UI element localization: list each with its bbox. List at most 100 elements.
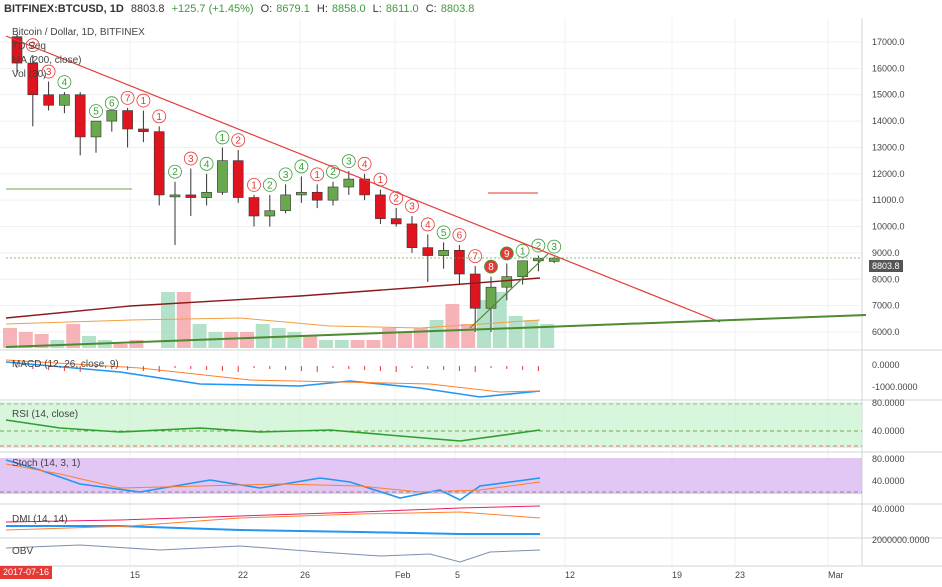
price-change: +125.7 (+1.45%) xyxy=(171,3,254,15)
td-count-label: 2 xyxy=(172,167,178,178)
volume-bar xyxy=(382,328,397,348)
open-value: 8679.1 xyxy=(276,3,310,15)
td-count-marker xyxy=(104,96,119,111)
price-tick-label: 15000.0 xyxy=(872,90,905,100)
candle-body xyxy=(59,94,70,106)
macd-tick-label: -1000.0000 xyxy=(872,382,918,392)
td-count-label: 1 xyxy=(141,96,147,107)
td-count-marker xyxy=(547,239,562,254)
obv-tick-label: 2000000.0000 xyxy=(872,535,930,545)
td-count-marker xyxy=(152,109,167,124)
macd-legend[interactable]: MACD (12, 26, close, 9) xyxy=(12,359,119,370)
td-count-label: 5 xyxy=(93,107,99,118)
crosshair-date-badge: 2017-07-16 xyxy=(0,566,53,579)
time-tick-label: Mar xyxy=(828,570,844,580)
volume-bar xyxy=(334,340,349,348)
dmi-plus-line xyxy=(5,505,541,523)
rsi-legend[interactable]: RSI (14, close) xyxy=(12,409,79,420)
td-seq-legend[interactable]: TD Seq xyxy=(12,41,46,52)
volume-bar xyxy=(524,320,539,348)
close-label: C: xyxy=(425,3,437,15)
stoch-k-line xyxy=(5,459,541,501)
volume-bar xyxy=(350,340,365,348)
candle-body xyxy=(501,276,513,288)
low-value: 8611.0 xyxy=(385,3,419,15)
price-tick-label: 16000.0 xyxy=(872,63,905,73)
ma-200-line xyxy=(5,277,541,319)
volume-bar xyxy=(113,344,128,348)
time-tick-label: 15 xyxy=(130,570,140,580)
candle-body xyxy=(311,191,323,201)
candle-body xyxy=(201,191,212,198)
ma-legend[interactable]: MA (200, close) xyxy=(12,55,82,66)
time-tick-label: 22 xyxy=(238,570,248,580)
time-tick-label: 23 xyxy=(735,570,745,580)
price-tick-label: 11000.0 xyxy=(872,195,904,205)
price-tick-label: 10000.0 xyxy=(872,222,905,232)
td-count-marker xyxy=(484,259,498,274)
td-count-label: 6 xyxy=(457,231,463,242)
price-tick-label: 14000.0 xyxy=(872,116,905,126)
obv-legend[interactable]: OBV xyxy=(12,546,34,557)
td-count-marker xyxy=(41,64,56,79)
time-tick-label: 26 xyxy=(300,570,310,580)
td-count-label: 3 xyxy=(188,154,194,165)
symbol-label[interactable]: BITFINEX:BTCUSD, 1D xyxy=(4,3,124,15)
price-tick-label: 12000.0 xyxy=(872,169,905,179)
rsi-tick-label: 40.0000 xyxy=(872,426,905,436)
volume-bar xyxy=(413,328,428,348)
td-count-label: 4 xyxy=(299,162,305,173)
time-tick-label: 12 xyxy=(565,570,575,580)
vol-legend[interactable]: Vol (30) xyxy=(12,69,47,80)
td-count-marker xyxy=(310,167,325,182)
support-trendline xyxy=(5,314,867,348)
main-legend-title[interactable]: Bitcoin / Dollar, 1D, BITFINEX xyxy=(12,27,145,38)
td-count-marker xyxy=(389,191,404,205)
dmi-adx-line xyxy=(6,525,540,535)
volume-bar xyxy=(429,320,444,348)
dmi-legend[interactable]: DMI (14, 14) xyxy=(12,514,68,525)
td-count-label: 2 xyxy=(330,167,336,178)
td-count-marker xyxy=(120,91,135,105)
volume-bar xyxy=(319,340,333,348)
macd-line xyxy=(5,361,541,398)
td-count-label: 6 xyxy=(109,99,115,110)
dmi-minus-line xyxy=(5,511,541,531)
candle-body xyxy=(469,273,481,309)
candle-body xyxy=(153,131,165,196)
td-count-label: 1 xyxy=(378,175,384,186)
candle-body xyxy=(280,194,291,212)
volume-bar xyxy=(461,324,476,348)
candle-body xyxy=(232,160,244,198)
td-count-label: 2 xyxy=(267,180,273,191)
td-count-label: 3 xyxy=(346,157,352,168)
td-count-marker xyxy=(499,246,514,261)
td-count-marker xyxy=(247,178,261,192)
stoch-tick-label: 80.0000 xyxy=(872,454,905,464)
price-tick-label: 8000.0 xyxy=(872,274,900,284)
last-price-tag: 8803.8 xyxy=(869,260,903,272)
td-count-marker xyxy=(452,228,467,242)
volume-bar xyxy=(192,324,207,348)
rsi-line xyxy=(5,419,541,442)
td-count-label: 2 xyxy=(536,241,542,252)
candle-body xyxy=(106,110,118,122)
candle-body xyxy=(517,260,528,277)
td-count-marker xyxy=(405,199,419,213)
td-count-label: 1 xyxy=(314,170,320,181)
td-count-label: 3 xyxy=(46,67,52,78)
volume-bar xyxy=(161,292,175,348)
stoch-legend[interactable]: Stoch (14, 3, 1) xyxy=(12,458,81,469)
candle-body xyxy=(548,257,560,262)
time-tick-label: 5 xyxy=(455,570,460,580)
td-count-label: 2 xyxy=(393,194,399,205)
volume-bar xyxy=(508,316,523,348)
td-count-label: 2 xyxy=(235,136,241,147)
td-count-label: 5 xyxy=(441,228,447,239)
candle-body xyxy=(43,94,54,106)
price-tick-label: 17000.0 xyxy=(872,37,905,47)
candle-body xyxy=(264,210,276,217)
volume-bar xyxy=(129,340,144,348)
